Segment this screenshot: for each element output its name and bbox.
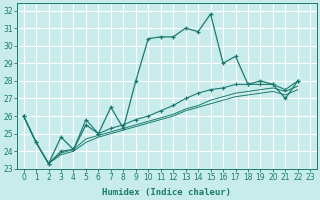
X-axis label: Humidex (Indice chaleur): Humidex (Indice chaleur) [102, 188, 231, 197]
